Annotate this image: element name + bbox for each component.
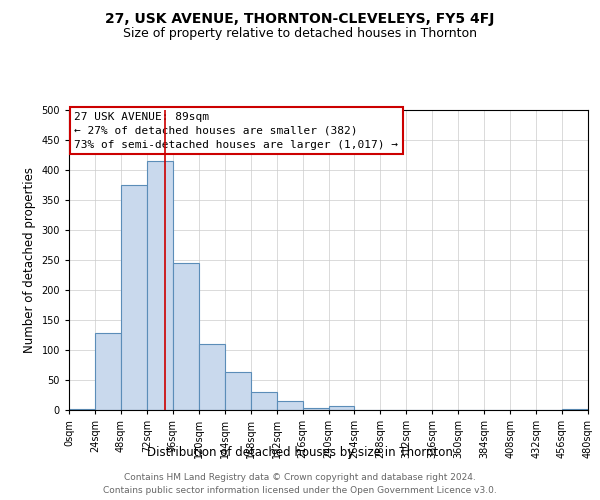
- Bar: [69, 409, 95, 410]
- Bar: [225, 372, 251, 410]
- Bar: [95, 333, 121, 410]
- Bar: [277, 401, 302, 410]
- Text: 27, USK AVENUE, THORNTON-CLEVELEYS, FY5 4FJ: 27, USK AVENUE, THORNTON-CLEVELEYS, FY5 …: [106, 12, 494, 26]
- Y-axis label: Number of detached properties: Number of detached properties: [23, 167, 36, 353]
- Bar: [121, 185, 147, 410]
- Bar: [302, 408, 329, 410]
- Text: Distribution of detached houses by size in Thornton: Distribution of detached houses by size …: [147, 446, 453, 459]
- Text: Size of property relative to detached houses in Thornton: Size of property relative to detached ho…: [123, 28, 477, 40]
- Text: 27 USK AVENUE: 89sqm
← 27% of detached houses are smaller (382)
73% of semi-deta: 27 USK AVENUE: 89sqm ← 27% of detached h…: [74, 112, 398, 150]
- Bar: [147, 161, 173, 410]
- Bar: [199, 344, 224, 410]
- Bar: [329, 406, 355, 410]
- Bar: [562, 409, 588, 410]
- Bar: [173, 263, 199, 410]
- Text: Contains HM Land Registry data © Crown copyright and database right 2024.
Contai: Contains HM Land Registry data © Crown c…: [103, 474, 497, 495]
- Bar: [251, 392, 277, 410]
